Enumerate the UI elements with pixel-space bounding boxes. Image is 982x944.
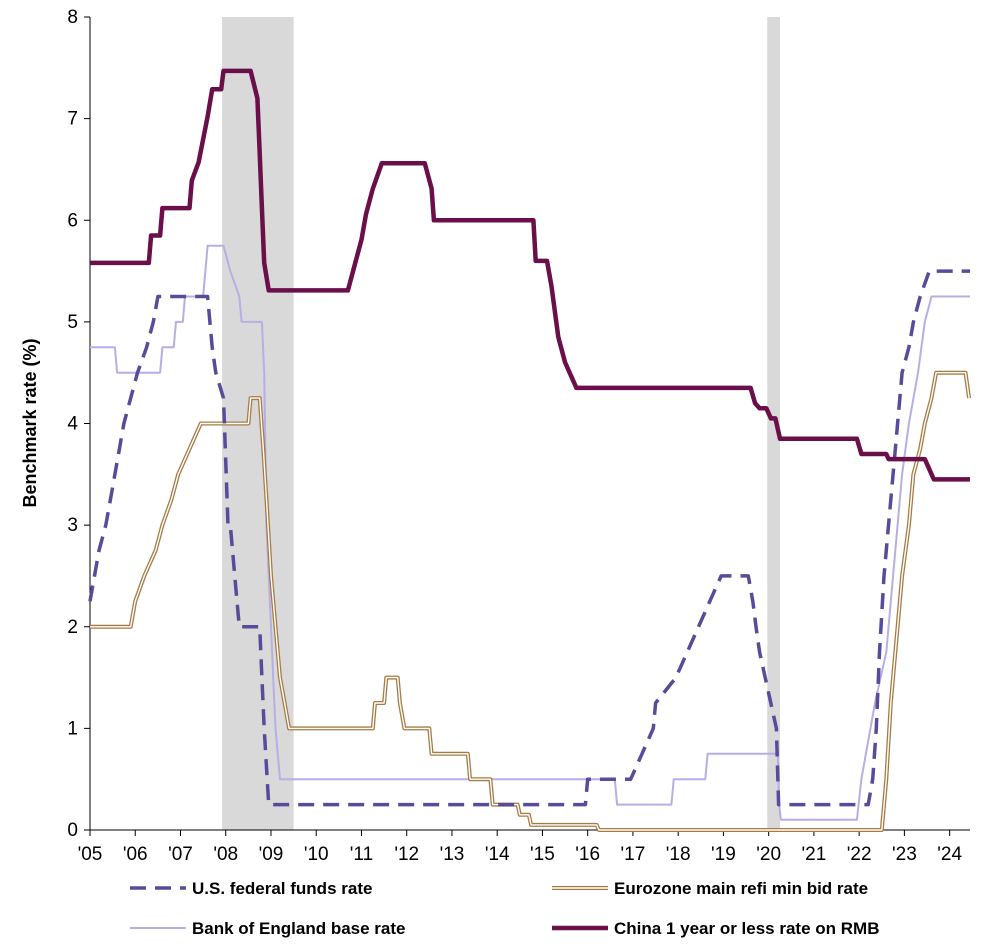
x-tick-label-7: '12: [394, 844, 419, 865]
legend-label-fed: U.S. federal funds rate: [192, 879, 372, 898]
series-line-ecb: [90, 370, 972, 832]
y-tick-label-3: 3: [67, 515, 78, 536]
x-tick-label-9: '14: [485, 844, 510, 865]
x-tick-label-5: '10: [304, 844, 329, 865]
series-line-ecb-inner: [90, 372, 970, 831]
y-tick-label-5: 5: [67, 312, 78, 333]
series-line-boe: [90, 244, 970, 821]
recession-band-1: [767, 17, 780, 830]
y-tick-label-1: 1: [67, 718, 78, 739]
recession-shading: [222, 17, 780, 830]
series-line-china: [90, 68, 970, 482]
x-tick-label-0: '05: [78, 844, 103, 865]
chart-series: [88, 68, 972, 832]
series-line-fed: [88, 269, 970, 807]
x-tick-label-14: '19: [711, 844, 736, 865]
x-tick-label-19: '24: [937, 844, 962, 865]
y-tick-label-6: 6: [67, 210, 78, 231]
x-tick-label-2: '07: [168, 844, 193, 865]
y-tick-label-0: 0: [67, 820, 78, 841]
y-tick-label-4: 4: [67, 414, 78, 435]
x-tick-label-8: '13: [440, 844, 465, 865]
y-tick-label-2: 2: [67, 617, 78, 638]
x-tick-label-18: '23: [892, 844, 917, 865]
legend-label-boe: Bank of England base rate: [192, 919, 406, 938]
chart-legend: U.S. federal funds rate Eurozone main ref…: [130, 879, 879, 938]
x-tick-label-1: '06: [123, 844, 148, 865]
y-tick-label-8: 8: [67, 7, 78, 28]
legend-label-ecb: Eurozone main refi min bid rate: [614, 879, 868, 898]
x-tick-label-13: '18: [666, 844, 691, 865]
x-tick-label-17: '22: [847, 844, 872, 865]
x-tick-label-4: '09: [259, 844, 284, 865]
x-tick-label-15: '20: [756, 844, 781, 865]
x-tick-label-11: '16: [575, 844, 600, 865]
y-tick-label-7: 7: [67, 109, 78, 130]
legend-label-china: China 1 year or less rate on RMB: [614, 919, 879, 938]
chart-axes: 0 1 2 3 4 5 6 7 8 '05 '06 '07 '08 '09 '10 '11 '12 '13 '14 '…: [67, 7, 970, 865]
x-tick-label-16: '21: [802, 844, 827, 865]
x-tick-label-12: '17: [621, 844, 646, 865]
x-tick-label-3: '08: [213, 844, 238, 865]
x-tick-label-10: '15: [530, 844, 555, 865]
x-tick-label-6: '11: [350, 844, 373, 865]
y-axis-title: Benchmark rate (%): [20, 338, 40, 507]
